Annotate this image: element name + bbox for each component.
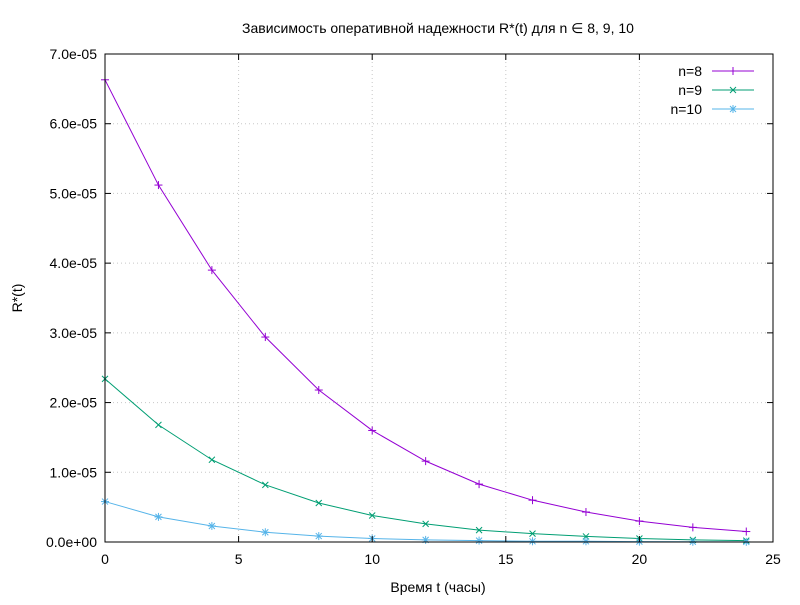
y-axis-label: R*(t): [9, 284, 25, 313]
data-point: [528, 496, 537, 505]
data-point: [729, 86, 737, 94]
axes-ticks: 0 5 10 15 20 25 0.0e+00 1.0e-05 2.0e-05 3.0e-05 4.…: [46, 46, 781, 567]
data-point: [729, 67, 737, 75]
data-point: [475, 480, 484, 489]
series-layer: [101, 75, 751, 546]
y-tick-label: 6.0e-05: [50, 116, 98, 132]
data-point: [155, 421, 162, 429]
legend-label: n=9: [678, 82, 702, 98]
x-tick-label: 15: [498, 551, 514, 567]
data-point: [582, 533, 590, 540]
data-point: [475, 536, 484, 545]
data-point: [261, 528, 270, 537]
data-point: [368, 426, 377, 435]
legend-label: n=10: [670, 101, 702, 117]
data-point: [368, 512, 376, 519]
series-line: [104, 501, 747, 543]
legend: n=8 n=9 n=10: [670, 63, 754, 117]
data-point: [207, 521, 216, 530]
y-tick-label: 4.0e-05: [50, 255, 98, 271]
data-point: [154, 181, 163, 190]
data-point: [475, 526, 483, 534]
x-tick-label: 5: [235, 551, 243, 567]
data-point: [581, 537, 590, 546]
data-point: [528, 537, 537, 546]
legend-label: n=8: [678, 63, 702, 79]
data-point: [422, 520, 429, 528]
data-point: [314, 386, 323, 395]
data-point: [742, 527, 751, 536]
data-point: [729, 105, 737, 113]
x-tick-label: 20: [632, 551, 648, 567]
x-tick-label: 0: [101, 551, 109, 567]
data-point: [688, 523, 697, 532]
data-point: [314, 532, 323, 541]
data-point: [207, 266, 216, 275]
data-point: [529, 530, 536, 537]
chart-title: Зависимость оперативной надежности R*(t)…: [242, 20, 634, 36]
data-point: [581, 508, 590, 517]
data-point: [208, 456, 216, 464]
y-tick-label: 1.0e-05: [50, 464, 98, 480]
y-tick-label: 5.0e-05: [50, 185, 98, 201]
data-point: [261, 333, 270, 342]
plot-frame: [104, 53, 774, 543]
y-tick-label: 7.0e-05: [50, 46, 98, 62]
data-point: [421, 535, 430, 544]
y-tick-label: 0.0e+00: [46, 534, 97, 550]
data-point: [421, 457, 430, 466]
x-tick-label: 10: [364, 551, 380, 567]
x-tick-label: 25: [765, 551, 781, 567]
data-point: [315, 499, 323, 507]
data-point: [261, 481, 269, 489]
grid: [105, 54, 773, 542]
y-tick-label: 2.0e-05: [50, 395, 98, 411]
series-n-8: [101, 75, 751, 536]
y-tick-label: 3.0e-05: [50, 325, 98, 341]
data-point: [635, 517, 644, 526]
x-axis-label: Время t (часы): [390, 579, 485, 595]
data-point: [154, 512, 163, 521]
